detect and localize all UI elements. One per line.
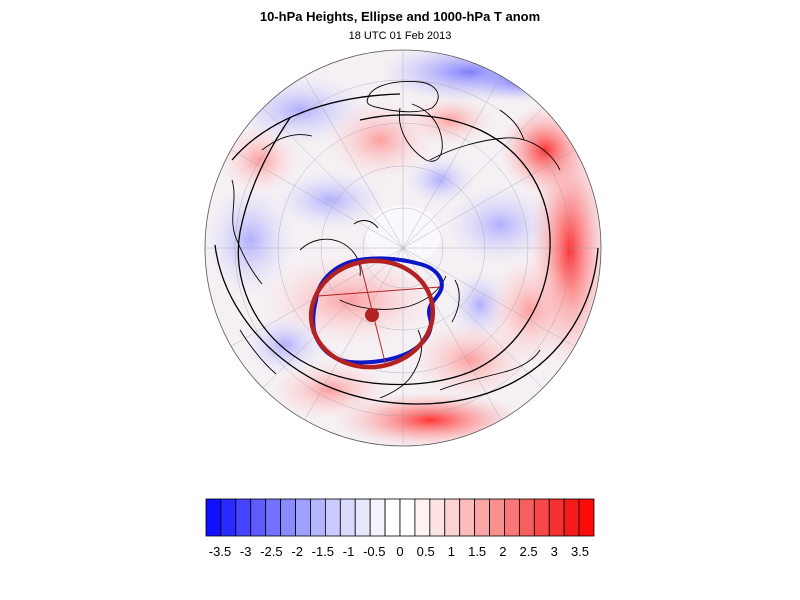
colorbar-boxes bbox=[205, 498, 595, 537]
colorbar-box bbox=[280, 498, 296, 537]
colorbar-label: -3.5 bbox=[209, 544, 231, 559]
colorbar-label: -1 bbox=[343, 544, 355, 559]
polar-map bbox=[204, 49, 602, 447]
colorbar-box bbox=[354, 498, 371, 537]
colorbar-box bbox=[220, 498, 237, 537]
colorbar-box bbox=[459, 498, 476, 537]
colorbar-label: 0.5 bbox=[417, 544, 435, 559]
colorbar-box bbox=[399, 498, 416, 537]
colorbar-box bbox=[474, 498, 490, 537]
colorbar-box bbox=[295, 498, 311, 537]
colorbar-box bbox=[563, 498, 580, 537]
colorbar-label: -1.5 bbox=[312, 544, 334, 559]
colorbar-label: 3 bbox=[551, 544, 558, 559]
colorbar-label: 2.5 bbox=[520, 544, 538, 559]
temperature-anomaly-field bbox=[205, 50, 601, 446]
colorbar-box bbox=[578, 498, 595, 537]
colorbar-label: 1 bbox=[448, 544, 455, 559]
colorbar-box bbox=[414, 498, 431, 537]
vortex-ellipse bbox=[308, 258, 436, 370]
colorbar-box bbox=[235, 498, 252, 537]
colorbar-label: -2.5 bbox=[260, 544, 282, 559]
colorbar-box bbox=[250, 498, 267, 537]
colorbar-label: -3 bbox=[240, 544, 252, 559]
height-contours bbox=[214, 93, 599, 405]
globe-outline bbox=[204, 49, 602, 447]
colorbar-label: 0 bbox=[396, 544, 403, 559]
colorbar-label: 2 bbox=[499, 544, 506, 559]
colorbar-box bbox=[310, 498, 326, 537]
colorbar-box bbox=[339, 498, 356, 537]
colorbar-labels: -3.5 -3 -2.5 -2 -1.5 -1 -0.5 0 0.5 1 1.5 2 2.5 3 3.5 bbox=[209, 544, 589, 559]
colorbar-label: -0.5 bbox=[363, 544, 385, 559]
colorbar-box bbox=[384, 498, 401, 537]
colorbar-box bbox=[324, 498, 341, 537]
ellipse-center-marker bbox=[365, 308, 379, 322]
ellipse-major-axis bbox=[317, 286, 441, 297]
page-title: 10-hPa Heights, Ellipse and 1000-hPa T a… bbox=[259, 9, 541, 24]
colorbar-label: 1.5 bbox=[468, 544, 486, 559]
colorbar-box bbox=[504, 498, 520, 537]
colorbar-label: -2 bbox=[291, 544, 303, 559]
colorbar-box bbox=[265, 498, 282, 537]
colorbar-box bbox=[429, 498, 446, 537]
page-subtitle: 18 UTC 01 Feb 2013 bbox=[348, 30, 452, 42]
colorbar-box bbox=[444, 498, 461, 537]
colorbar-box bbox=[205, 498, 222, 537]
colorbar-box bbox=[489, 498, 505, 537]
colorbar-box bbox=[533, 498, 550, 537]
colorbar-box bbox=[548, 498, 565, 537]
colorbar-label: 3.5 bbox=[571, 544, 589, 559]
colorbar-box bbox=[518, 498, 535, 537]
colorbar-box bbox=[369, 498, 386, 537]
